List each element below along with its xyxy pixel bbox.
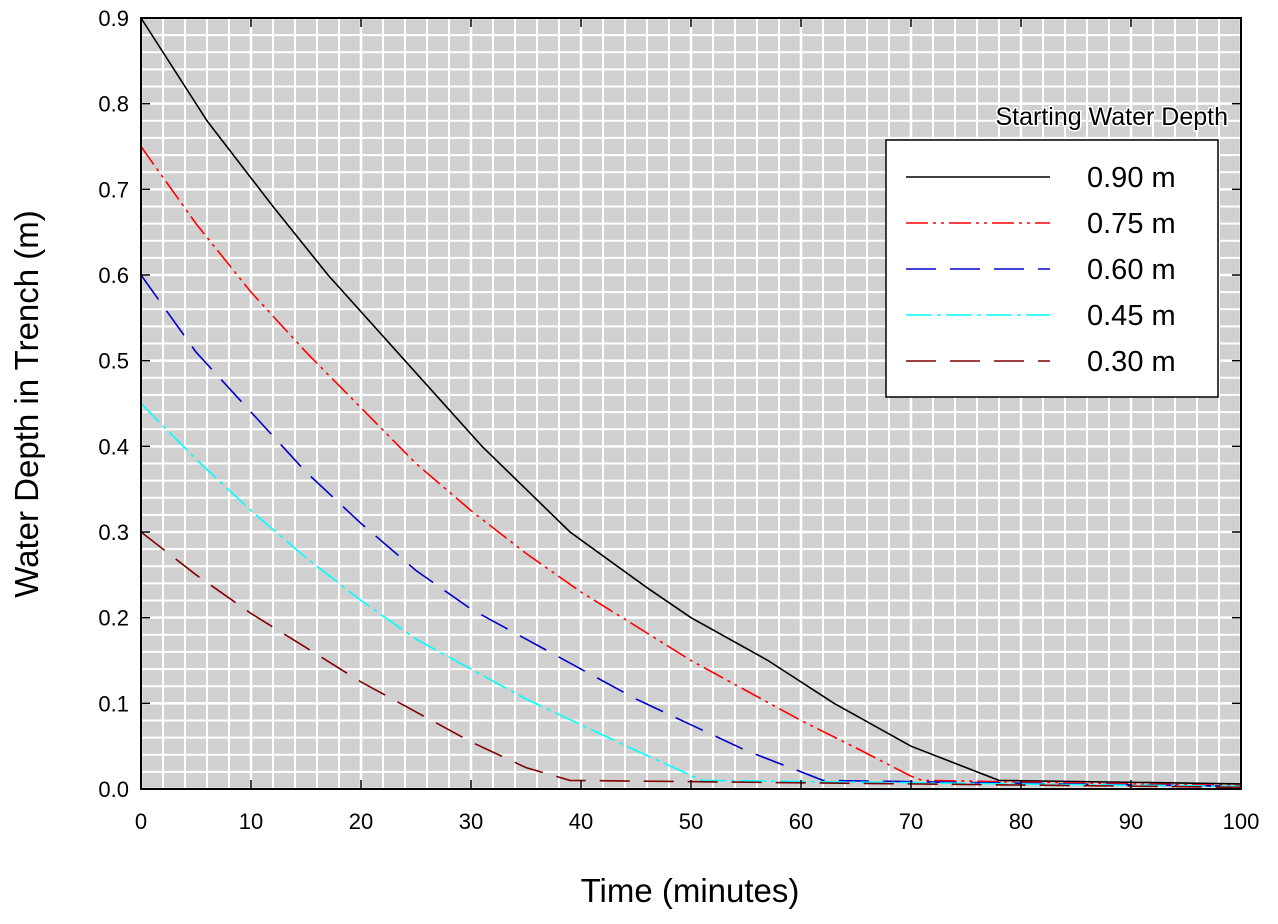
legend-label: 0.30 m: [1087, 346, 1176, 378]
y-tick-label: 0.0: [98, 777, 129, 802]
series-line: [140, 531, 1242, 789]
series-line: [140, 146, 1242, 787]
series-line: [140, 274, 1242, 788]
x-axis-title: Time (minutes): [581, 872, 800, 909]
legend-label: 0.60 m: [1087, 254, 1176, 286]
tick-labels: 0 10 20 30 40 50 60 70 80 90 100 0.0 0.1 0.2 0.3 0.4 0.5…: [98, 6, 1259, 834]
legend-entries: 0.90 m 0.75 m 0.60 m 0.45 m 0.30 m: [906, 162, 1176, 378]
y-tick-label: 0.2: [98, 606, 129, 631]
x-tick-label: 30: [459, 809, 483, 834]
x-tick-label: 40: [569, 809, 593, 834]
x-tick-label: 100: [1223, 809, 1260, 834]
x-tick-label: 60: [789, 809, 813, 834]
y-tick-label: 0.1: [98, 691, 129, 716]
legend-title: Starting Water Depth: [995, 103, 1228, 131]
legend-label: 0.90 m: [1087, 162, 1176, 194]
y-tick-label: 0.6: [98, 263, 129, 288]
x-tick-label: 70: [899, 809, 923, 834]
y-tick-label: 0.7: [98, 177, 129, 202]
legend-box: [885, 139, 1219, 398]
axis-ticks: [140, 17, 1242, 790]
series-line: [140, 402, 1242, 788]
y-axis-title: Water Depth in Trench (m): [8, 210, 45, 598]
y-tick-label: 0.3: [98, 520, 129, 545]
x-tick-label: 10: [239, 809, 263, 834]
x-tick-label: 80: [1009, 809, 1033, 834]
x-tick-label: 90: [1119, 809, 1143, 834]
x-tick-label: 0: [135, 809, 147, 834]
y-tick-label: 0.9: [98, 6, 129, 31]
series-lines: [140, 17, 1242, 789]
x-tick-label: 50: [679, 809, 703, 834]
x-tick-label: 20: [349, 809, 373, 834]
y-tick-label: 0.8: [98, 92, 129, 117]
legend-label: 0.75 m: [1087, 208, 1176, 240]
legend-label: 0.45 m: [1087, 300, 1176, 332]
y-tick-label: 0.4: [98, 434, 129, 459]
y-tick-label: 0.5: [98, 349, 129, 374]
series-line: [140, 17, 1242, 785]
